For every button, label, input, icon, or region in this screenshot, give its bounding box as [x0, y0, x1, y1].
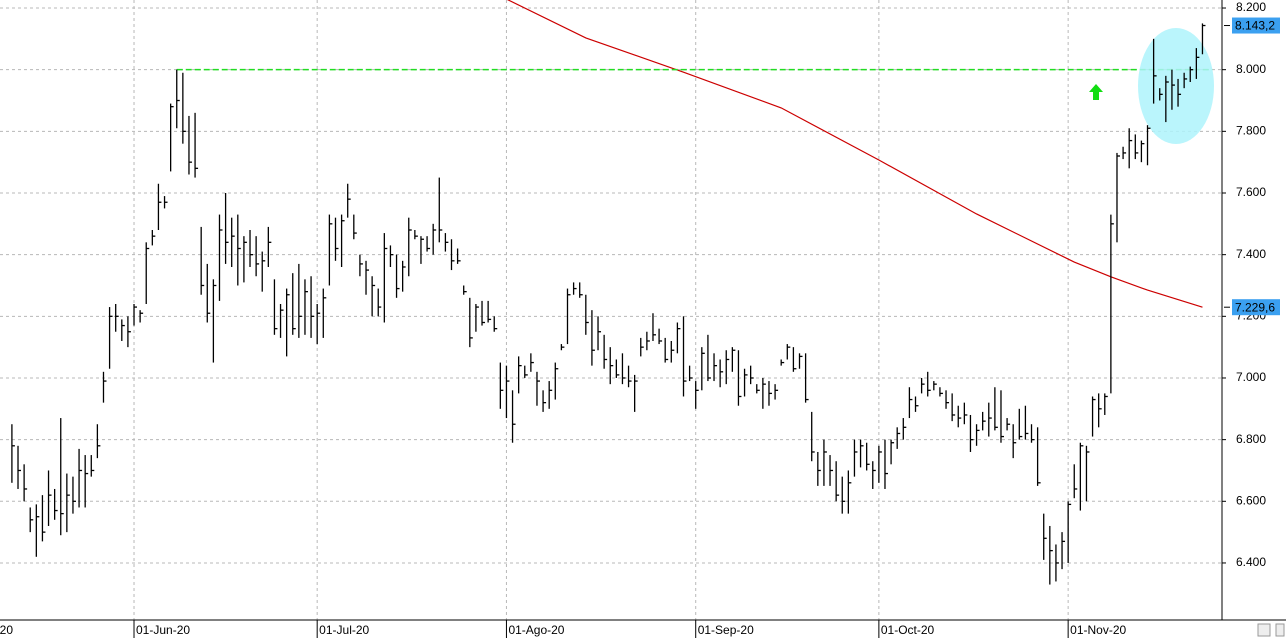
y-tick-label: 8.000	[1236, 62, 1266, 76]
x-tick-label: 01-Nov-20	[1070, 623, 1126, 637]
y-tick-label: 7.800	[1236, 124, 1266, 138]
x-tick-label: 01-Jun-20	[136, 623, 190, 637]
toolbar-icon[interactable]	[1257, 623, 1271, 637]
x-tick-label: 01-Jul-20	[319, 623, 369, 637]
last-close-label-box	[1232, 17, 1280, 34]
y-tick-label: 6.400	[1236, 555, 1266, 569]
toolbar-icon[interactable]	[1275, 623, 1285, 637]
y-tick-label: 6.800	[1236, 432, 1266, 446]
x-tick-label: 01-Sep-20	[698, 623, 754, 637]
last-close-label: 8.143,2	[1235, 19, 1275, 33]
y-tick-label: 7.400	[1236, 247, 1266, 261]
y-tick-label: 6.600	[1236, 493, 1266, 507]
ma-last-label: 7.229,6	[1235, 300, 1275, 314]
y-tick-label: 7.600	[1236, 185, 1266, 199]
x-tick-label: 01-Ago-20	[508, 623, 564, 637]
x-tick-label: 01-Oct-20	[881, 623, 935, 637]
y-tick-label: 8.200	[1236, 0, 1266, 14]
up-arrow	[1089, 84, 1103, 100]
highlight-ellipse	[1138, 28, 1214, 144]
plot-area	[176, 0, 1213, 308]
ma-last-label-box	[1232, 299, 1280, 316]
x-tick-label: -20	[0, 623, 13, 637]
bars-layer	[11, 23, 1206, 585]
moving-average	[506, 0, 1203, 308]
y-tick-label: 7.000	[1236, 370, 1266, 384]
